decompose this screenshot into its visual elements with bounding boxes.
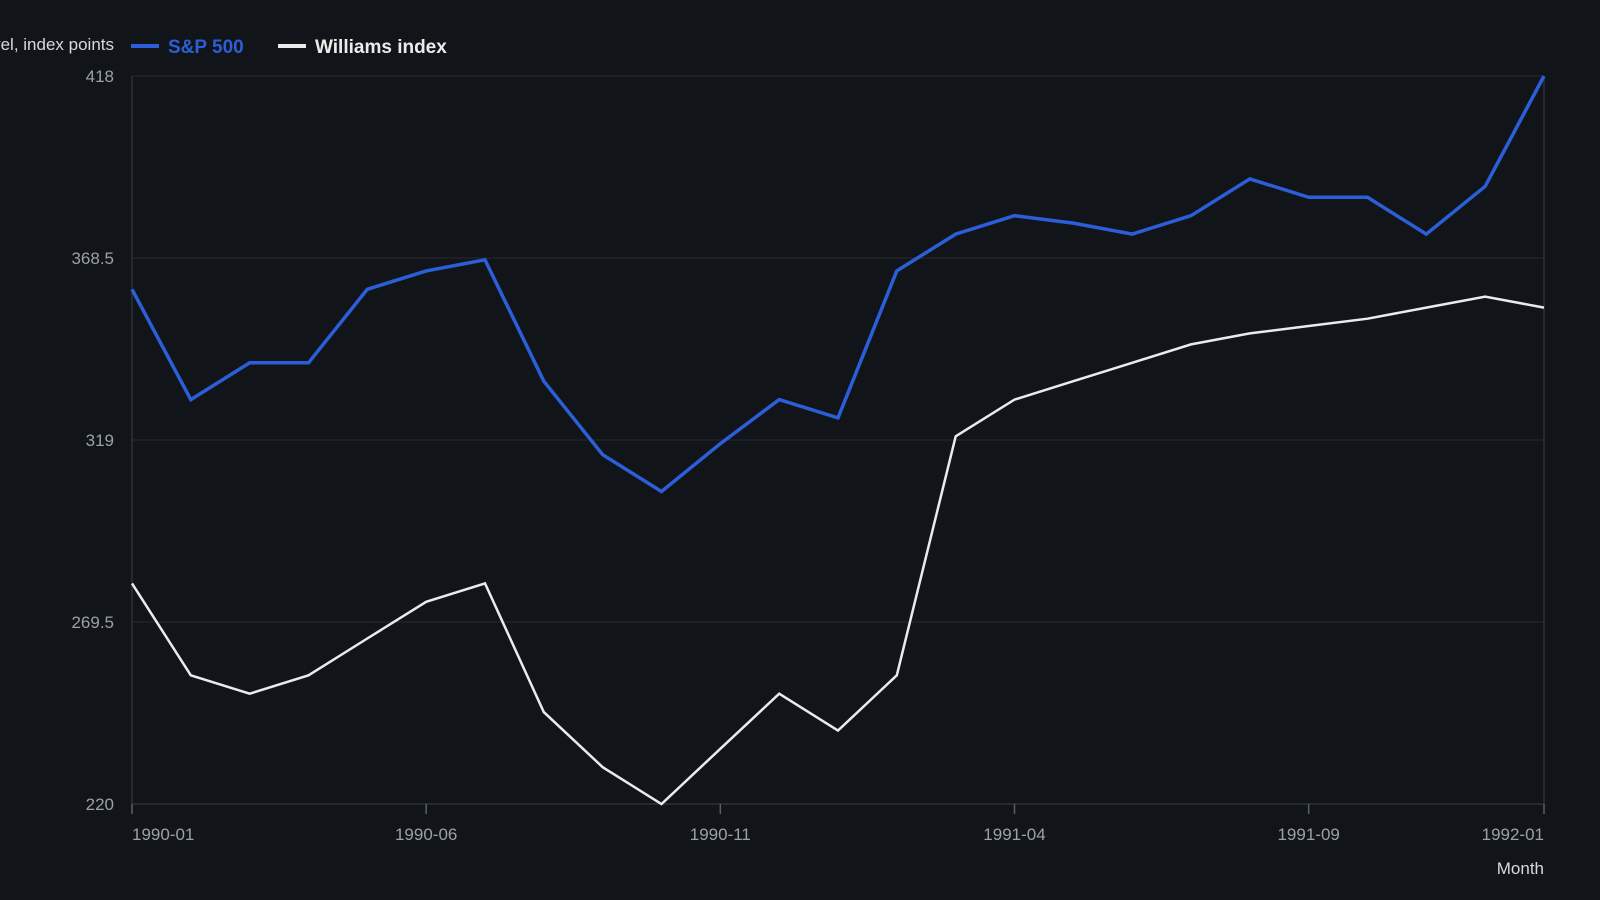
y-tick-label: 269.5 (71, 613, 114, 632)
legend: Index level, index points S&P 500 Willia… (0, 35, 447, 58)
series-line-williams (130, 295, 1545, 806)
x-tick-label: 1991-09 (1277, 825, 1339, 844)
y-tick-label: 418 (86, 67, 114, 86)
y-axis-title: Index level, index points (0, 35, 114, 54)
x-tick-label: 1992-01 (1482, 825, 1544, 844)
y-tick-label: 220 (86, 795, 114, 814)
y-tick-label: 368.5 (71, 249, 114, 268)
gridlines (132, 75, 1544, 623)
y-tick-label: 319 (86, 431, 114, 450)
x-tick-label: 1990-01 (132, 825, 194, 844)
x-tick-label: 1990-06 (395, 825, 457, 844)
x-axis-title: Month (1497, 859, 1544, 878)
x-axis-ticks: 1990-01 1990-06 1990-11 1991-04 1991-09 1992-… (131, 804, 1545, 844)
x-tick-label: 1990-11 (690, 825, 751, 844)
legend-label-williams: Williams index (315, 37, 447, 58)
y-axis-ticks: 220 269.5 319 368.5 418 (71, 67, 114, 814)
x-tick-label: 1991-04 (983, 825, 1045, 844)
series-lines (130, 75, 1546, 806)
series-line-sp500 (130, 75, 1546, 494)
legend-label-sp500: S&P 500 (168, 37, 244, 58)
